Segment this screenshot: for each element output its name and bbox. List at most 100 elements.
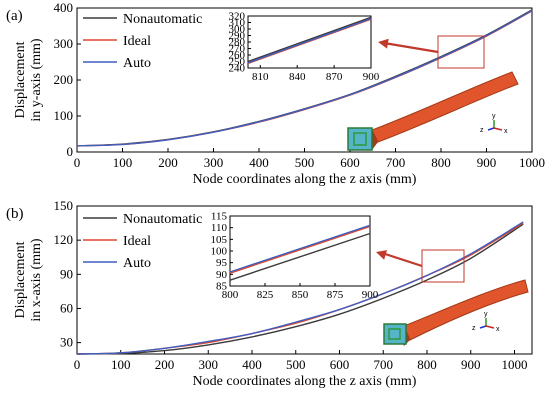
axis-triad-x [493, 127, 503, 131]
axis-triad-z [479, 325, 487, 329]
x-tick-label: 900 [477, 155, 497, 170]
x-tick-label: 200 [158, 155, 178, 170]
inset-x-tick-label: 900 [363, 71, 380, 83]
inset-x-tick-label: 800 [222, 289, 239, 301]
inset-y-tick-label: 290 [229, 30, 246, 42]
inset-y-tick-label: 90 [216, 269, 228, 281]
x-tick-label: 1000 [519, 155, 545, 170]
y-tick-label: 300 [54, 36, 74, 51]
inset-y-tick-label: 260 [229, 50, 246, 62]
inset-series-line-auto [229, 224, 371, 273]
axis-triad-label-y: y [492, 113, 496, 120]
inset-series-line-auto [247, 17, 372, 64]
inset-y-tick-label: 280 [229, 37, 246, 49]
legend-label-nonautomatic: Nonautomatic [123, 212, 202, 227]
x-tick-label: 500 [295, 155, 315, 170]
beam-fixture [347, 127, 373, 151]
beam-body [403, 279, 529, 341]
inset-x-tick-label: 825 [257, 289, 274, 301]
x-tick-label: 600 [340, 155, 360, 170]
x-tick-label: 700 [386, 155, 406, 170]
y-axis-title-line2: in y-axis (mm) [29, 38, 44, 122]
series-line-auto [76, 221, 524, 355]
plot-frame [76, 205, 533, 355]
inset-x-tick-label: 810 [252, 71, 269, 83]
inset-series-line-ideal [229, 225, 371, 274]
x-tick-label: 900 [461, 357, 481, 372]
inset-y-tick-label: 95 [216, 257, 228, 269]
x-tick-label: 100 [111, 357, 131, 372]
inset-y-tick-label: 105 [211, 234, 228, 246]
axis-triad-x [485, 325, 495, 329]
x-tick-label: 500 [286, 357, 306, 372]
zoom-arrow-shaft [383, 41, 439, 54]
x-tick-label: 800 [431, 155, 451, 170]
y-tick-label: 90 [60, 266, 73, 281]
y-tick-label: 200 [54, 72, 74, 87]
beam-model-illustration: y z x [347, 71, 519, 151]
panel-label: (a) [6, 8, 23, 24]
legend-label-auto: Auto [123, 256, 151, 271]
y-tick-label: 100 [54, 108, 74, 123]
axis-triad-label-z: z [480, 127, 484, 134]
beam-fixture-inner [388, 328, 401, 340]
x-tick-label: 0 [74, 155, 81, 170]
inset-y-tick-label: 320 [229, 11, 246, 23]
inset-y-tick-label: 250 [229, 56, 246, 68]
chart-panel-b: 0 100 200 300 400 500 600 700 800 900 1000 30 60 90 12… [6, 198, 533, 389]
inset-series-line-nonautomatic [229, 232, 371, 281]
x-tick-label: 300 [204, 155, 224, 170]
x-tick-label: 600 [330, 357, 350, 372]
inset-y-tick-label: 85 [216, 281, 228, 293]
beam-body [371, 71, 519, 143]
y-axis-title-line1: Displacement [13, 41, 28, 118]
legend-label-ideal: Ideal [123, 34, 151, 49]
inset-x-tick-label: 850 [292, 289, 309, 301]
y-tick-label: 150 [54, 198, 74, 213]
y-axis-title-line1: Displacement [13, 241, 28, 318]
inset-series-line-nonautomatic [247, 16, 372, 63]
y-tick-label: 30 [60, 335, 73, 350]
x-tick-label: 200 [155, 357, 175, 372]
legend-label-nonautomatic: Nonautomatic [123, 12, 202, 27]
axis-triad-label-y: y [484, 311, 488, 318]
inset-x-tick-label: 870 [326, 71, 343, 83]
legend-label-auto: Auto [123, 56, 151, 71]
inset-x-tick-label: 900 [362, 289, 379, 301]
inset-y-tick-label: 115 [211, 211, 228, 223]
x-tick-label: 800 [417, 357, 437, 372]
legend-label-ideal: Ideal [123, 234, 151, 249]
x-tick-label: 700 [374, 357, 394, 372]
beam-model-illustration: y z x [383, 279, 529, 346]
inset-y-tick-label: 310 [229, 17, 246, 29]
inset-y-tick-label: 240 [229, 63, 246, 75]
y-axis-title-line2: in x-axis (mm) [29, 238, 44, 322]
x-tick-label: 100 [113, 155, 133, 170]
x-axis-title: Node coordinates along the z axis (mm) [193, 374, 417, 389]
zoom-arrow-shaft [381, 251, 423, 268]
x-axis-title: Node coordinates along the z axis (mm) [193, 172, 417, 187]
zoom-arrow-head [376, 250, 388, 260]
axis-triad-z [487, 127, 495, 131]
axis-triad-label-z: z [472, 325, 476, 332]
inset-y-tick-label: 100 [211, 246, 228, 258]
axis-triad-label-x: x [504, 128, 508, 135]
x-tick-label: 400 [249, 155, 269, 170]
y-tick-label: 400 [54, 0, 74, 15]
x-tick-label: 400 [242, 357, 262, 372]
x-tick-label: 0 [74, 357, 81, 372]
inset-x-tick-label: 840 [289, 71, 306, 83]
axis-triad-label-x: x [496, 326, 500, 333]
x-tick-label: 300 [199, 357, 219, 372]
inset-y-tick-label: 300 [229, 24, 246, 36]
inset-y-tick-label: 270 [229, 43, 246, 55]
beam-fixture [383, 323, 407, 345]
inset-x-tick-label: 875 [327, 289, 344, 301]
zoom-arrow-head [378, 38, 389, 49]
inset-frame [229, 215, 371, 287]
chart-panel-a: 0 100 200 300 400 500 600 700 800 900 1000 0 100 200 3… [6, 0, 545, 187]
beam-fixture-inner [353, 132, 367, 146]
series-line-auto [76, 9, 533, 147]
x-tick-label: 1000 [502, 357, 528, 372]
